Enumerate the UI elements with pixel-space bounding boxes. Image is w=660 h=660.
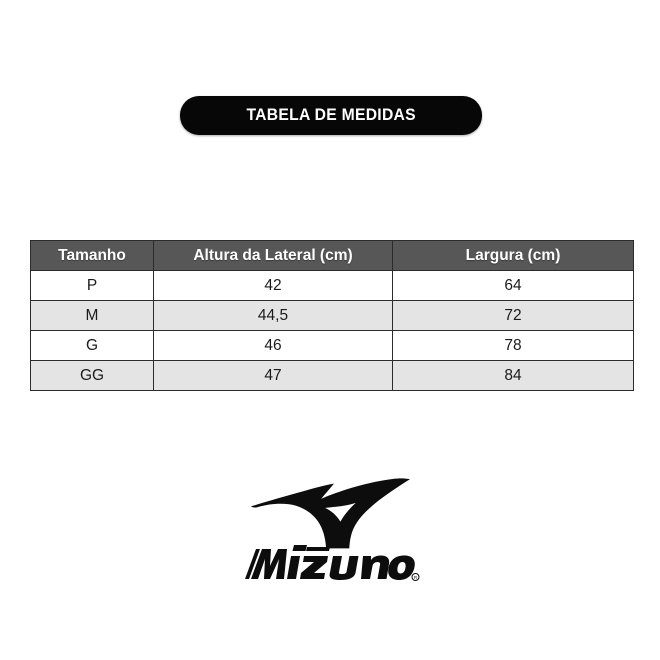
cell-tamanho: P [30, 270, 154, 301]
table-header: Tamanho Altura da Lateral (cm) Largura (… [30, 240, 634, 271]
column-header-tamanho: Tamanho [30, 240, 154, 271]
table-row: P 42 64 [30, 270, 634, 301]
table-row: GG 47 84 [30, 360, 634, 391]
brand-logo: R [245, 478, 420, 583]
cell-altura: 44,5 [153, 300, 393, 331]
cell-largura: 84 [392, 360, 634, 391]
cell-largura: 72 [392, 300, 634, 331]
mizuno-runbird-icon [251, 478, 411, 549]
table-row: M 44,5 72 [30, 300, 634, 331]
column-header-altura-lateral: Altura da Lateral (cm) [153, 240, 393, 271]
cell-altura: 42 [153, 270, 393, 301]
column-header-largura: Largura (cm) [392, 240, 634, 271]
cell-altura: 46 [153, 330, 393, 361]
table-header-row: Tamanho Altura da Lateral (cm) Largura (… [30, 240, 634, 271]
table-row: G 46 78 [30, 330, 634, 361]
title-banner: TABELA DE MEDIDAS [180, 96, 482, 135]
cell-tamanho: M [30, 300, 154, 331]
page-title: TABELA DE MEDIDAS [246, 106, 416, 124]
measurements-table: Tamanho Altura da Lateral (cm) Largura (… [30, 240, 634, 391]
cell-tamanho: GG [30, 360, 154, 391]
cell-tamanho: G [30, 330, 154, 361]
cell-largura: 64 [392, 270, 634, 301]
mizuno-wordmark: R [245, 545, 420, 581]
svg-text:R: R [414, 575, 418, 580]
cell-altura: 47 [153, 360, 393, 391]
cell-largura: 78 [392, 330, 634, 361]
table-body: P 42 64 M 44,5 72 G 46 78 GG 47 84 [30, 270, 634, 391]
